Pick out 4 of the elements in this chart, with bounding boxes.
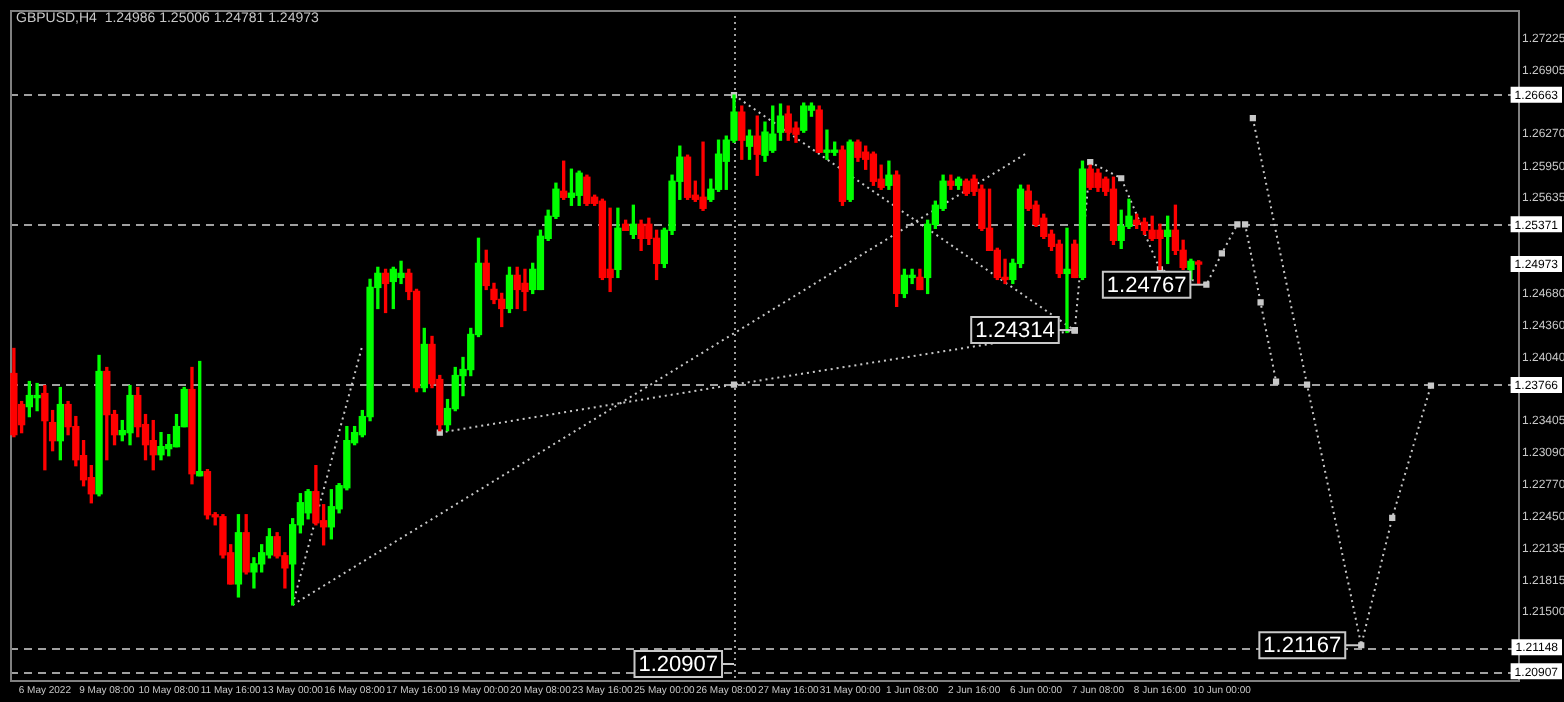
annotation: 1.20907 <box>638 653 719 678</box>
data-label: 1.21167 <box>1263 634 1342 659</box>
data-label: 1.24314 <box>975 319 1055 344</box>
data-label: 1.24767 <box>1106 273 1187 298</box>
